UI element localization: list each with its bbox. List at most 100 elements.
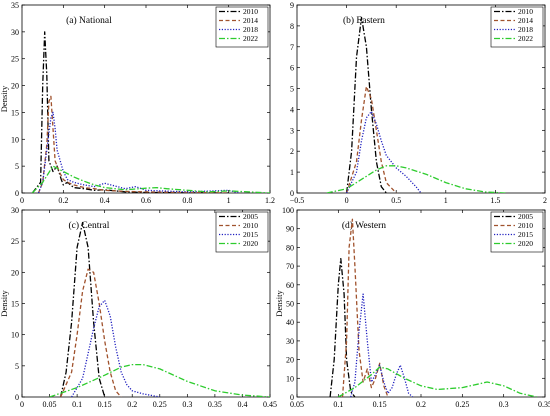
x-tick-label: 0.3 <box>499 400 509 409</box>
legend-box <box>215 6 269 48</box>
x-tick-label: 1 <box>227 196 231 205</box>
legend-label: 2022 <box>243 34 258 43</box>
x-tick-label: 0.3 <box>182 400 192 409</box>
x-tick-label: 1 <box>444 196 448 205</box>
legend-label: 2022 <box>518 34 533 43</box>
legend-label: 2018 <box>518 25 533 34</box>
legend-label: 2005 <box>518 212 533 221</box>
series-line-2005 <box>329 257 356 397</box>
y-axis-label: Density <box>274 290 284 317</box>
series-line-2022 <box>31 165 270 193</box>
x-tick-label: 0.15 <box>98 400 112 409</box>
y-tick-label: 4 <box>290 105 294 114</box>
panel-title: (d) Western <box>342 220 386 231</box>
legend-box <box>490 211 544 253</box>
series-line-2010 <box>341 218 389 397</box>
x-tick-label: 0.8 <box>182 196 192 205</box>
legend-label: 2020 <box>518 239 533 248</box>
y-tick-label: 5 <box>290 85 294 94</box>
y-tick-label: 80 <box>286 243 294 252</box>
y-tick-label: 90 <box>286 225 294 234</box>
series-line-2020 <box>49 363 270 397</box>
x-tick-label: −0.5 <box>290 196 305 205</box>
x-tick-label: 0.25 <box>153 400 167 409</box>
series-group <box>49 221 270 397</box>
y-tick-label: 30 <box>11 206 19 215</box>
y-tick-label: 10 <box>11 135 19 144</box>
y-tick-label: 60 <box>286 281 294 290</box>
y-tick-label: 20 <box>11 268 19 277</box>
legend-box <box>215 211 269 253</box>
series-line-2010 <box>345 16 387 193</box>
y-tick-label: 50 <box>286 300 294 309</box>
x-tick-label: 0 <box>20 400 24 409</box>
y-tick-label: 15 <box>11 108 19 117</box>
x-tick-label: 0.05 <box>290 400 304 409</box>
y-tick-label: 0 <box>15 189 19 198</box>
legend-label: 2010 <box>518 221 533 230</box>
x-tick-label: 0.25 <box>455 400 469 409</box>
y-tick-label: 30 <box>11 28 19 37</box>
panel-title: (a) National <box>66 15 112 26</box>
y-tick-label: 15 <box>11 300 19 309</box>
series-line-2020 <box>337 366 537 397</box>
legend-label: 2010 <box>243 7 258 16</box>
series-line-2010 <box>31 31 229 193</box>
series-line-2010 <box>60 268 122 397</box>
legend-label: 2005 <box>243 212 258 221</box>
x-tick-label: 1.5 <box>490 196 500 205</box>
plot-frame <box>296 4 546 194</box>
chart-panel-3: 0 0.05 0.1 0.15 0.2 0.25 0.3 0.35 0.4 0.45 0 5 10 15 2… <box>0 206 277 409</box>
series-line-2015 <box>350 293 414 397</box>
y-tick-label: 0 <box>290 393 294 402</box>
y-tick-label: 0 <box>290 189 294 198</box>
panel-title: (c) Central <box>69 220 110 231</box>
y-tick-label: 6 <box>290 64 294 73</box>
y-tick-label: 30 <box>286 337 294 346</box>
x-tick-label: 0.35 <box>538 400 550 409</box>
x-tick-label: 0.35 <box>208 400 222 409</box>
series-group <box>31 31 270 193</box>
y-tick-label: 5 <box>15 162 19 171</box>
chart-panel-1: 0 0.2 0.4 0.6 0.8 1 1.2 0 5 10 15 20 25 30 35 Density (a… <box>0 1 275 205</box>
x-tick-label: 0.5 <box>391 196 401 205</box>
legend-label: 2015 <box>243 230 258 239</box>
x-tick-label: 0.05 <box>43 400 57 409</box>
x-tick-label: 0.1 <box>333 400 343 409</box>
x-tick-label: 0.4 <box>100 196 110 205</box>
y-tick-label: 100 <box>282 206 294 215</box>
x-tick-label: 0.6 <box>141 196 151 205</box>
x-tick-label: 0 <box>345 196 349 205</box>
series-line-2015 <box>71 299 160 397</box>
legend-label: 2010 <box>243 221 258 230</box>
y-tick-label: 20 <box>11 82 19 91</box>
y-tick-label: 40 <box>286 318 294 327</box>
y-axis-label: Density <box>0 85 9 112</box>
y-tick-label: 25 <box>11 237 19 246</box>
y-tick-label: 10 <box>286 374 294 383</box>
series-line-2018 <box>37 111 240 193</box>
x-tick-label: 0.45 <box>263 400 277 409</box>
y-tick-label: 2 <box>290 147 294 156</box>
y-tick-label: 20 <box>286 356 294 365</box>
x-tick-label: 0 <box>20 196 24 205</box>
x-tick-label: 0.2 <box>127 400 137 409</box>
y-tick-label: 0 <box>15 393 19 402</box>
y-tick-label: 8 <box>290 22 294 31</box>
y-tick-label: 10 <box>11 331 19 340</box>
y-tick-label: 25 <box>11 55 19 64</box>
x-tick-label: 0.2 <box>58 196 68 205</box>
y-tick-label: 70 <box>286 262 294 271</box>
y-axis-label: Density <box>0 290 9 317</box>
y-tick-label: 5 <box>15 362 19 371</box>
series-line-2014 <box>345 85 397 193</box>
series-group <box>326 16 506 193</box>
x-tick-label: 0.1 <box>72 400 82 409</box>
panel-title: (b) Eastern <box>343 15 385 26</box>
legend-box <box>490 6 544 48</box>
